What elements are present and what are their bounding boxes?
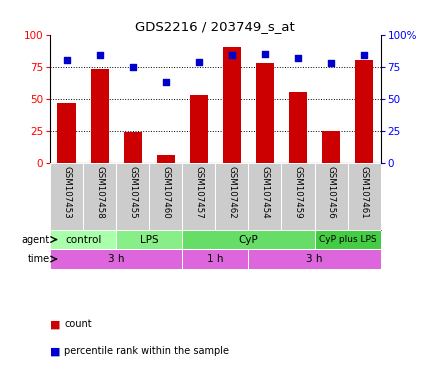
Point: [96, 52, 103, 58]
Bar: [354, 60, 372, 163]
Text: CyP plus LPS: CyP plus LPS: [318, 235, 375, 244]
Bar: [50, 230, 116, 249]
Bar: [149, 163, 182, 230]
Text: control: control: [65, 235, 101, 245]
Bar: [222, 47, 240, 163]
Point: [360, 52, 367, 58]
Text: GSM107454: GSM107454: [260, 166, 269, 218]
Bar: [57, 103, 76, 163]
Text: ■: ■: [50, 319, 60, 329]
Text: GSM107458: GSM107458: [95, 166, 104, 218]
Text: LPS: LPS: [140, 235, 158, 245]
Text: percentile rank within the sample: percentile rank within the sample: [64, 346, 229, 356]
Point: [261, 51, 268, 57]
Bar: [182, 163, 215, 230]
Text: GSM107460: GSM107460: [161, 166, 170, 218]
Text: GSM107456: GSM107456: [326, 166, 335, 218]
Point: [129, 64, 136, 70]
Text: 3 h: 3 h: [108, 254, 124, 264]
Text: GSM107453: GSM107453: [62, 166, 71, 218]
Bar: [321, 131, 339, 163]
Bar: [314, 230, 380, 249]
Bar: [215, 163, 248, 230]
Text: GSM107462: GSM107462: [227, 166, 236, 218]
Bar: [189, 95, 207, 163]
Text: ■: ■: [50, 346, 60, 356]
Point: [162, 79, 169, 85]
Point: [294, 55, 301, 61]
Text: 1 h: 1 h: [207, 254, 223, 264]
Bar: [281, 163, 314, 230]
Text: time: time: [28, 254, 50, 264]
Bar: [248, 163, 281, 230]
Text: GSM107457: GSM107457: [194, 166, 203, 218]
Bar: [116, 230, 182, 249]
Bar: [255, 63, 273, 163]
Bar: [347, 163, 380, 230]
Text: CyP: CyP: [238, 235, 258, 245]
Bar: [123, 132, 141, 163]
Text: GSM107461: GSM107461: [359, 166, 368, 218]
Text: GSM107455: GSM107455: [128, 166, 137, 218]
Text: count: count: [64, 319, 92, 329]
Bar: [83, 163, 116, 230]
Text: GSM107459: GSM107459: [293, 166, 302, 218]
Bar: [156, 155, 174, 163]
Bar: [50, 249, 182, 269]
Bar: [314, 163, 347, 230]
Point: [327, 60, 334, 66]
Bar: [288, 92, 306, 163]
Bar: [182, 230, 314, 249]
Bar: [182, 249, 248, 269]
Bar: [90, 69, 108, 163]
Point: [63, 57, 70, 63]
Bar: [116, 163, 149, 230]
Text: agent: agent: [22, 235, 50, 245]
Point: [228, 52, 235, 58]
Text: 3 h: 3 h: [306, 254, 322, 264]
Bar: [248, 249, 380, 269]
Bar: [50, 163, 83, 230]
Point: [195, 58, 202, 65]
Title: GDS2216 / 203749_s_at: GDS2216 / 203749_s_at: [135, 20, 295, 33]
